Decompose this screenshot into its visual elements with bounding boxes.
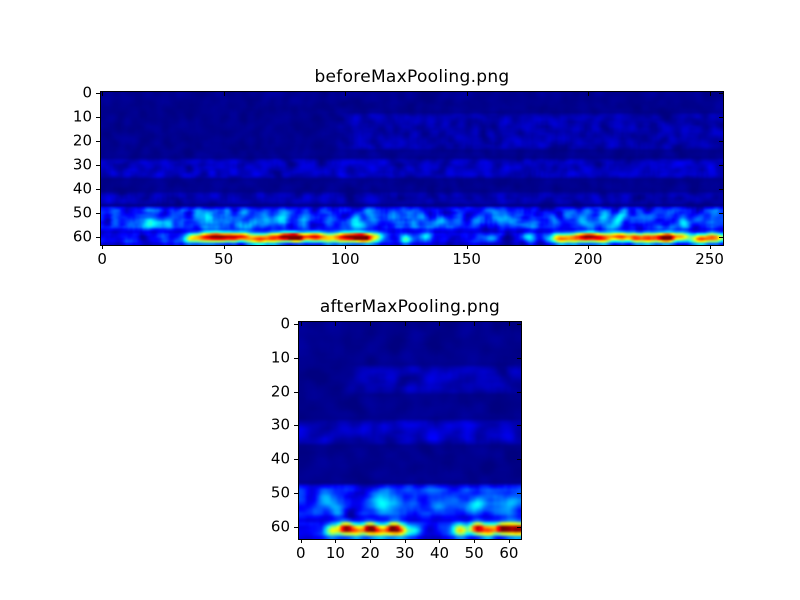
x-tick-mark <box>474 322 476 326</box>
x-tick-mark <box>404 540 406 543</box>
y-tick-label: 10 <box>72 107 92 126</box>
y-tick-mark <box>96 188 100 190</box>
x-tick-mark <box>223 246 225 249</box>
x-tick-mark <box>508 540 510 543</box>
y-tick-mark <box>719 117 723 119</box>
y-tick-label: 60 <box>72 227 92 246</box>
y-tick-mark <box>96 141 100 142</box>
before-maxpooling-plot: beforeMaxPooling.png 0 50 100 150 200 250 0 10 2… <box>73 67 724 267</box>
x-tick-mark <box>370 322 372 326</box>
x-tick-mark <box>300 540 302 543</box>
y-tick-mark <box>517 527 521 529</box>
y-tick-mark <box>719 236 723 238</box>
x-tick-mark <box>709 92 711 96</box>
x-tick-label: 150 <box>452 250 481 268</box>
x-tick-mark <box>102 92 104 96</box>
y-tick-mark <box>96 164 100 166</box>
x-tick-mark <box>466 92 468 96</box>
y-tick-label: 0 <box>280 314 290 333</box>
after-maxpooling-plot: afterMaxPooling.png 0 10 20 30 40 50 60 0 10 20 30… <box>271 297 522 561</box>
x-tick-label: 20 <box>360 544 380 562</box>
x-tick-mark <box>335 322 337 326</box>
x-tick-label: 10 <box>325 544 345 562</box>
y-tick-mark <box>294 391 298 393</box>
y-tick-mark <box>719 93 723 95</box>
x-tick-mark <box>345 246 347 249</box>
x-tick-label: 100 <box>330 250 360 268</box>
x-tick-mark <box>588 92 590 96</box>
after-maxpooling-title: afterMaxPooling.png <box>319 297 501 317</box>
x-tick-label: 200 <box>573 250 603 268</box>
y-tick-mark <box>294 323 298 325</box>
x-tick-mark <box>439 540 441 543</box>
y-tick-mark <box>517 357 521 359</box>
y-tick-label: 10 <box>270 348 290 367</box>
x-tick-label: 0 <box>295 544 306 562</box>
y-tick-mark <box>517 323 521 325</box>
y-tick-mark <box>96 117 100 119</box>
y-tick-label: 60 <box>270 517 290 536</box>
x-tick-label: 30 <box>395 544 415 562</box>
y-tick-label: 30 <box>270 415 290 434</box>
before-maxpooling-title: beforeMaxPooling.png <box>314 67 510 87</box>
x-tick-mark <box>588 246 590 249</box>
x-tick-label: 50 <box>214 250 234 268</box>
y-tick-label: 0 <box>82 83 92 102</box>
y-tick-mark <box>294 527 298 529</box>
y-tick-label: 20 <box>72 131 92 150</box>
y-tick-label: 40 <box>72 179 92 198</box>
x-tick-mark <box>709 246 711 249</box>
y-tick-label: 50 <box>72 203 92 222</box>
y-tick-mark <box>719 212 723 214</box>
x-tick-label: 250 <box>695 250 724 268</box>
y-tick-mark <box>719 141 723 142</box>
x-tick-mark <box>474 540 476 543</box>
y-tick-mark <box>517 425 521 427</box>
y-tick-mark <box>96 236 100 238</box>
x-tick-label: 40 <box>429 544 450 562</box>
y-tick-label: 30 <box>72 155 92 174</box>
x-tick-mark <box>370 540 372 543</box>
y-tick-mark <box>294 459 298 461</box>
y-tick-label: 50 <box>270 483 290 502</box>
y-tick-mark <box>294 493 298 495</box>
y-tick-mark <box>719 188 723 190</box>
x-tick-mark <box>102 246 104 249</box>
y-tick-mark <box>294 425 298 427</box>
y-tick-mark <box>719 164 723 166</box>
x-tick-mark <box>508 322 510 326</box>
before-maxpooling-heatmap <box>101 92 723 245</box>
y-tick-label: 40 <box>270 449 290 468</box>
x-tick-mark <box>404 322 406 326</box>
x-tick-mark <box>223 92 225 96</box>
y-tick-label: 20 <box>270 382 290 400</box>
after-maxpooling-heatmap <box>299 322 521 539</box>
x-tick-mark <box>300 322 302 326</box>
y-tick-mark <box>517 493 521 495</box>
y-tick-mark <box>294 357 298 359</box>
y-tick-mark <box>517 459 521 461</box>
x-tick-mark <box>335 540 337 543</box>
x-tick-label: 60 <box>499 544 519 562</box>
x-tick-label: 50 <box>464 544 484 562</box>
x-tick-label: 0 <box>97 250 107 268</box>
y-tick-mark <box>517 391 521 393</box>
y-tick-mark <box>96 93 100 95</box>
y-tick-mark <box>96 212 100 214</box>
x-tick-mark <box>439 322 441 326</box>
x-tick-mark <box>345 92 347 96</box>
x-tick-mark <box>466 246 468 249</box>
